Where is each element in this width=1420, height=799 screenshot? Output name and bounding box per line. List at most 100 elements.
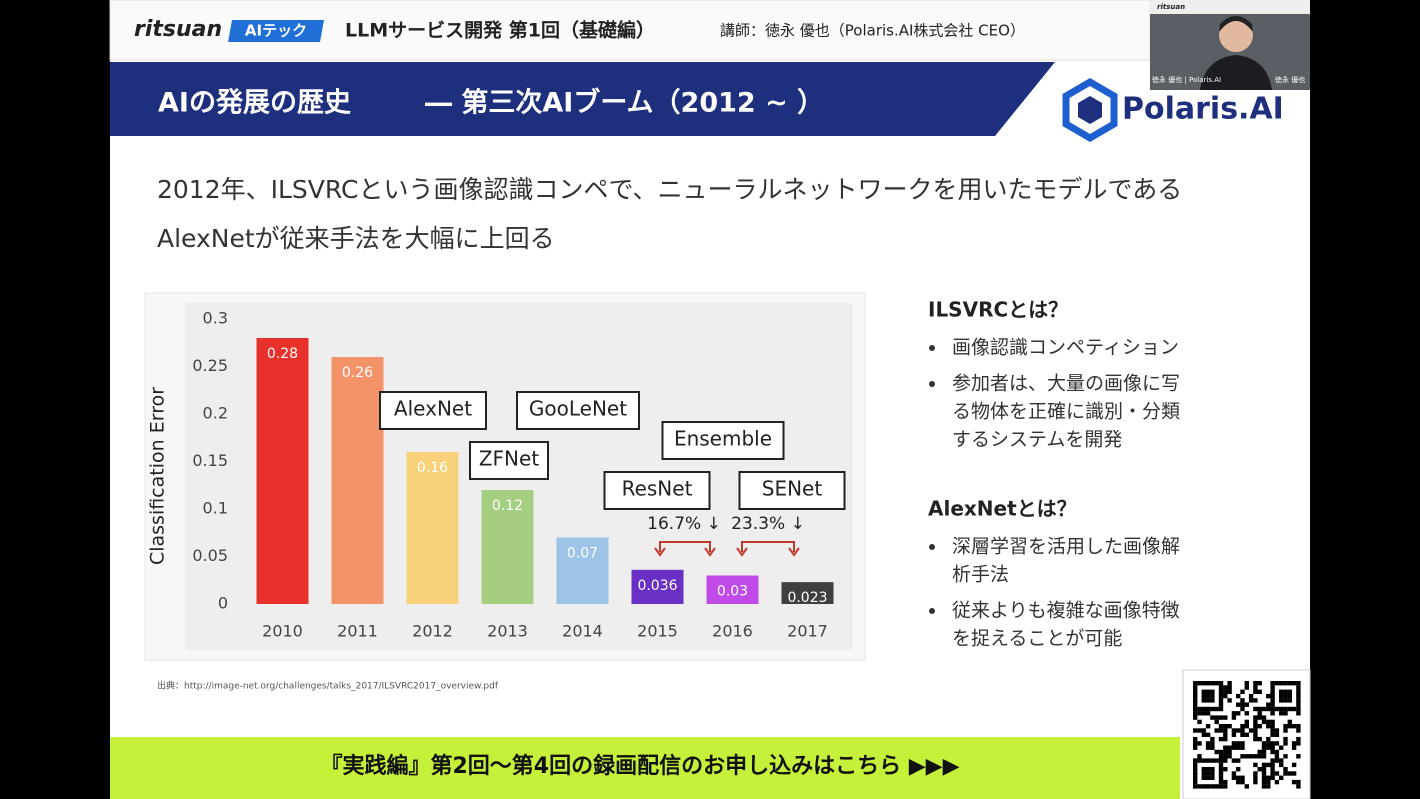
value-label: 0.07 <box>567 546 598 562</box>
bullet-dot <box>929 381 935 387</box>
qr-module <box>1193 745 1198 750</box>
qr-module <box>1223 767 1228 772</box>
cta-banner[interactable]: 『実践編』第2回～第4回の録画配信のお申し込みはこちら ▶▶▶ <box>320 753 959 779</box>
qr-module <box>1253 685 1258 690</box>
bullet-dot <box>929 345 935 351</box>
qr-module <box>1274 749 1280 755</box>
qr-module <box>1253 719 1258 725</box>
sidebar-bullet: 画像認識コンペティション <box>952 337 1179 359</box>
qr-module <box>1270 732 1275 737</box>
qr-module <box>1244 681 1249 686</box>
qr-module <box>1296 706 1301 712</box>
qr-module <box>1214 715 1219 720</box>
qr-module <box>1193 689 1198 694</box>
person-hair <box>1219 16 1253 32</box>
qr-module <box>1261 741 1267 746</box>
qr-module <box>1283 767 1288 772</box>
y-tick-label: 0.25 <box>192 356 228 375</box>
qr-module <box>1205 732 1211 737</box>
qr-module <box>1261 779 1267 785</box>
qr-module <box>1291 745 1297 750</box>
qr-module <box>1279 681 1284 686</box>
bar <box>556 537 609 604</box>
qr-module <box>1296 711 1301 716</box>
qr-module <box>1223 715 1228 720</box>
qr-module <box>1193 693 1198 699</box>
bar <box>256 338 309 604</box>
qr-module <box>1223 689 1228 694</box>
qr-module <box>1240 702 1245 707</box>
qr-module <box>1193 784 1198 789</box>
qr-module <box>1214 719 1219 725</box>
video-brand: ritsuan <box>1157 3 1185 11</box>
qr-module <box>1218 775 1224 780</box>
qr-module <box>1279 775 1284 780</box>
qr-module <box>1193 728 1198 733</box>
qr-module <box>1218 767 1224 772</box>
x-tick-label: 2011 <box>337 622 378 641</box>
qr-module <box>1279 762 1284 768</box>
qr-module <box>1248 754 1254 759</box>
qr-module <box>1231 758 1237 763</box>
qr-module <box>1223 758 1228 763</box>
qr-module <box>1240 698 1245 703</box>
section-title: AIの発展の歴史 <box>158 88 351 119</box>
qr-module <box>1205 711 1211 716</box>
lead-line: AlexNetが従来手法を大幅に上回る <box>157 224 555 253</box>
improvement-arrows <box>654 541 800 557</box>
qr-module <box>1283 728 1288 733</box>
qr-module <box>1291 762 1297 768</box>
qr-module <box>1287 698 1292 703</box>
qr-module <box>1227 754 1232 759</box>
qr-module <box>1210 715 1215 720</box>
x-tick-label: 2013 <box>487 622 528 641</box>
qr-module <box>1296 698 1301 703</box>
qr-module <box>1227 698 1232 703</box>
qr-module <box>1296 702 1301 707</box>
annotation-box <box>738 471 846 510</box>
annotation: ResNet <box>622 477 693 501</box>
qr-module <box>1244 685 1249 690</box>
qr-module <box>1218 685 1224 690</box>
qr-module <box>1253 728 1258 733</box>
qr-module <box>1197 741 1202 746</box>
qr-module <box>1261 719 1267 725</box>
x-tick-label: 2016 <box>712 622 753 641</box>
qr-module <box>1266 706 1271 712</box>
qr-module <box>1296 754 1301 759</box>
qr-module <box>1266 702 1271 707</box>
qr-module <box>1214 784 1219 789</box>
qr-module <box>1201 693 1206 699</box>
qr-module <box>1257 754 1262 759</box>
qr-module <box>1296 693 1301 699</box>
bar <box>481 490 534 604</box>
qr-module <box>1223 728 1228 733</box>
qr-module <box>1291 681 1297 686</box>
qr-module <box>1253 698 1258 703</box>
qr-module <box>1270 693 1275 699</box>
x-tick-label: 2014 <box>562 622 603 641</box>
qr-module <box>1197 784 1202 789</box>
qr-module <box>1274 771 1280 776</box>
qr-module <box>1296 779 1301 785</box>
qr-module <box>1205 689 1211 694</box>
qr-module <box>1223 685 1228 690</box>
qr-module <box>1218 749 1224 755</box>
value-label: 0.023 <box>787 590 827 606</box>
value-label: 0.03 <box>717 584 748 600</box>
qr-module <box>1236 767 1241 772</box>
qr-module <box>1193 741 1198 746</box>
qr-module <box>1283 689 1288 694</box>
qr-module <box>1270 681 1275 686</box>
qr-module <box>1218 779 1224 785</box>
qr-module <box>1223 754 1228 759</box>
qr-module <box>1253 736 1258 742</box>
qr-module <box>1253 762 1258 768</box>
cta-banner-bg[interactable] <box>110 737 1180 799</box>
qr-module <box>1279 698 1284 703</box>
qr-module <box>1270 771 1275 776</box>
qr-module <box>1218 681 1224 686</box>
qr-module <box>1227 745 1232 750</box>
sidebar-bullet: 深層学習を活用した画像解 <box>952 536 1180 558</box>
